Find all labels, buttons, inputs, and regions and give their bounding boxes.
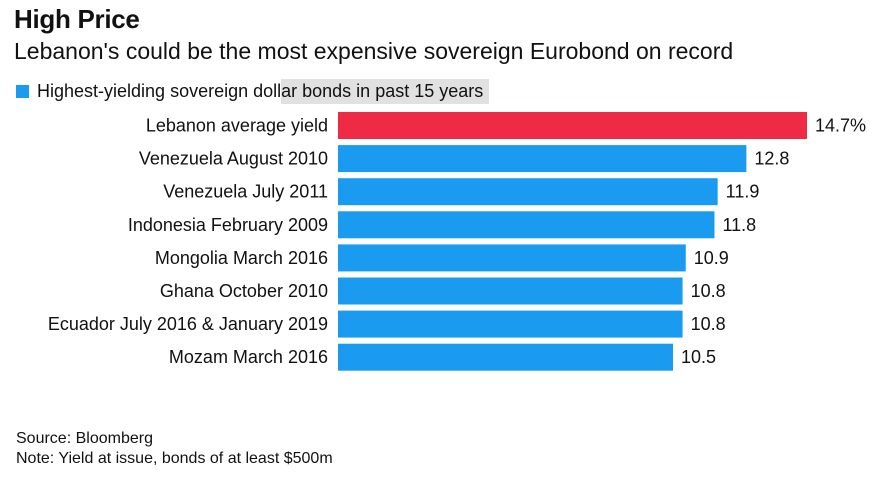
legend-swatch <box>16 84 29 98</box>
category-label: Lebanon average yield <box>146 116 328 136</box>
source-note: Source: Bloomberg <box>16 430 153 447</box>
chart-subtitle: Lebanon's could be the most expensive so… <box>14 38 734 64</box>
bar <box>338 211 715 239</box>
value-label: 10.8 <box>691 314 726 334</box>
value-label: 10.5 <box>681 347 716 367</box>
bar <box>338 343 673 371</box>
category-label: Indonesia February 2009 <box>128 215 328 235</box>
category-label: Mongolia March 2016 <box>155 248 328 268</box>
bar <box>338 178 718 206</box>
bar <box>338 244 686 272</box>
chart-title: High Price <box>14 4 140 34</box>
bar <box>338 145 747 173</box>
bar-chart: Lebanon average yield 14.7% Venezuela Augu… <box>48 112 866 371</box>
value-label: 10.8 <box>691 281 726 301</box>
value-label: 10.9 <box>694 248 729 268</box>
category-label: Mozam March 2016 <box>169 347 328 367</box>
value-label: 11.9 <box>726 182 760 202</box>
category-label: Venezuela July 2011 <box>163 182 328 202</box>
legend: Highest-yielding sovereign dollar bonds … <box>16 78 490 104</box>
value-label: 11.8 <box>722 215 756 235</box>
category-label: Venezuela August 2010 <box>139 149 328 169</box>
category-label: Ghana October 2010 <box>160 281 328 301</box>
bar <box>338 310 683 338</box>
bar <box>338 112 807 139</box>
category-label: Ecuador July 2016 & January 2019 <box>48 314 328 334</box>
footnote: Note: Yield at issue, bonds of at least … <box>16 450 333 467</box>
bar <box>338 277 683 305</box>
value-label: 14.7% <box>815 116 866 136</box>
legend-label: Highest-yielding sovereign dollar bonds … <box>37 78 490 104</box>
value-label: 12.8 <box>754 149 789 169</box>
